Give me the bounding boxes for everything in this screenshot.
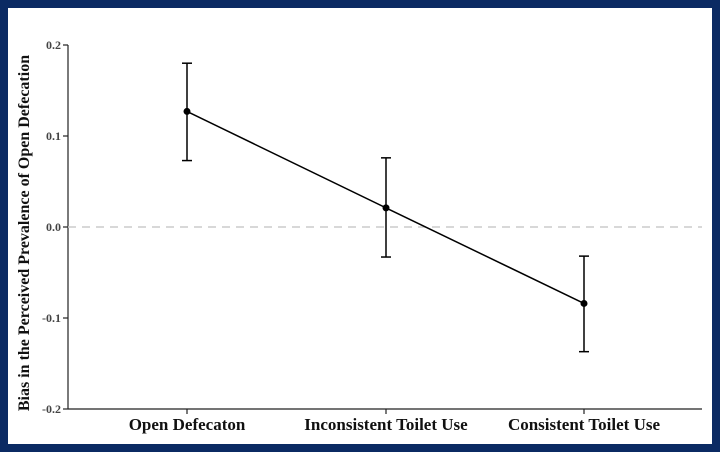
x-tick-label: Consistent Toilet Use <box>508 415 661 434</box>
x-tick-label: Inconsistent Toilet Use <box>304 415 468 434</box>
y-tick-label: -0.1 <box>42 311 61 325</box>
y-tick-label: -0.2 <box>42 402 61 416</box>
y-tick-label: 0.0 <box>46 220 61 234</box>
y-tick-label: 0.1 <box>46 129 61 143</box>
series-group <box>182 62 589 353</box>
data-point <box>580 299 588 307</box>
x-axis: Open Defecaton Inconsistent Toilet Use Con… <box>68 408 702 434</box>
chart-frame: -0.2 -0.1 0.0 0.1 0.2 Open Defecaton Inconsis… <box>8 8 712 444</box>
data-point <box>183 107 191 115</box>
data-point <box>382 204 390 212</box>
y-axis: -0.2 -0.1 0.0 0.1 0.2 <box>42 38 69 416</box>
y-axis-title: Bias in the Perceived Prevalence of Open… <box>16 55 33 411</box>
chart-canvas: -0.2 -0.1 0.0 0.1 0.2 Open Defecaton Inconsis… <box>16 38 702 434</box>
y-tick-label: 0.2 <box>46 38 61 52</box>
x-tick-label: Open Defecaton <box>129 415 246 434</box>
